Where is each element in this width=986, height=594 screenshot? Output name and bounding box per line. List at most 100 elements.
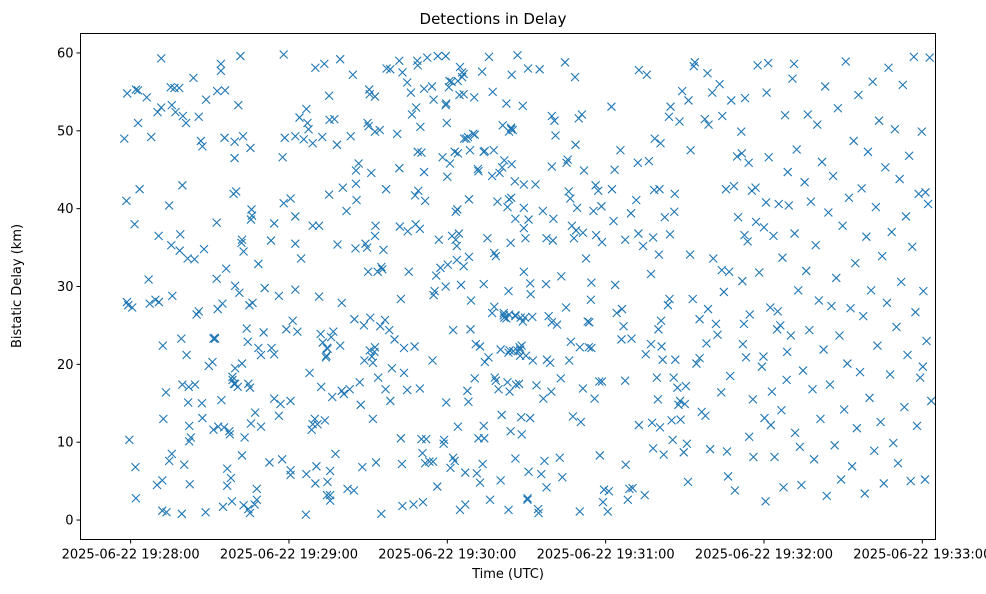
data-point (365, 89, 375, 99)
data-point (419, 167, 429, 177)
data-point (646, 339, 656, 349)
data-point (759, 352, 768, 361)
data-point (220, 85, 230, 95)
data-point (398, 68, 407, 77)
data-point (503, 202, 512, 212)
data-point (868, 77, 878, 87)
data-point (495, 168, 504, 178)
data-point (253, 259, 263, 269)
data-point (830, 440, 840, 450)
data-point (737, 148, 747, 158)
data-point (439, 435, 449, 445)
data-point (665, 229, 675, 239)
data-point (198, 413, 207, 423)
y-tick-label: 50 (57, 124, 74, 139)
data-point (428, 457, 438, 467)
data-point (310, 414, 320, 424)
data-point (382, 64, 391, 73)
data-point (384, 325, 394, 335)
data-point (166, 82, 176, 92)
data-point (571, 226, 581, 235)
data-point (375, 321, 385, 331)
data-point (164, 201, 174, 210)
data-point (324, 91, 334, 101)
data-point (199, 244, 209, 254)
data-point (736, 127, 746, 136)
data-point (308, 221, 318, 231)
data-point (194, 307, 204, 316)
data-point (470, 373, 480, 383)
data-point (278, 152, 288, 162)
data-point (640, 490, 650, 500)
x-tick-label: 2025-06-22 19:32:00 (695, 548, 833, 563)
data-point (436, 263, 445, 273)
data-point (842, 359, 852, 368)
data-point (186, 433, 196, 442)
data-point (406, 88, 416, 98)
data-point (228, 372, 237, 382)
data-point (790, 428, 800, 438)
data-point (245, 383, 255, 393)
data-point (499, 156, 509, 165)
data-point (620, 235, 630, 245)
data-point (591, 180, 600, 190)
data-point (597, 201, 606, 211)
data-point (555, 453, 565, 463)
data-point (184, 421, 194, 431)
data-point (670, 189, 680, 199)
data-point (523, 495, 532, 505)
data-point (346, 131, 356, 141)
data-point (189, 73, 198, 83)
data-point (390, 335, 399, 344)
data-point (338, 183, 348, 193)
data-point (888, 438, 898, 448)
data-point (633, 158, 643, 168)
data-point (511, 311, 520, 321)
data-point (648, 444, 658, 453)
data-point (597, 377, 607, 386)
data-point (925, 53, 935, 63)
data-point (901, 212, 911, 221)
data-point (915, 373, 925, 382)
data-point (519, 267, 529, 277)
data-point (368, 414, 378, 424)
data-point (773, 307, 783, 316)
data-point (460, 468, 470, 477)
data-point (174, 83, 184, 93)
data-point (538, 394, 548, 403)
data-point (578, 228, 588, 238)
data-point (441, 398, 451, 407)
data-point (502, 99, 511, 108)
data-point (479, 279, 489, 289)
data-point (479, 433, 489, 443)
data-point (604, 486, 614, 496)
data-point (253, 343, 263, 353)
data-point (316, 329, 326, 339)
data-point (416, 122, 425, 132)
x-tick-label: 2025-06-22 19:33:00 (853, 548, 986, 563)
data-point (154, 297, 164, 307)
data-point (548, 236, 558, 245)
data-point (250, 500, 260, 509)
data-point (895, 174, 904, 184)
data-point (351, 243, 360, 253)
data-point (465, 145, 475, 155)
data-point (593, 186, 603, 196)
data-point (804, 325, 814, 335)
data-point (770, 452, 779, 462)
data-point (885, 370, 895, 379)
data-point (403, 226, 413, 236)
data-point (365, 313, 375, 323)
data-point (869, 446, 879, 456)
data-point (176, 334, 186, 344)
data-point (217, 395, 226, 405)
data-point (483, 233, 492, 243)
data-point (371, 221, 380, 231)
data-point (681, 381, 691, 391)
data-point (690, 57, 700, 67)
data-point (456, 280, 466, 290)
data-point (123, 300, 133, 310)
data-point (717, 265, 727, 275)
x-tick-label: 2025-06-22 19:29:00 (220, 548, 358, 563)
